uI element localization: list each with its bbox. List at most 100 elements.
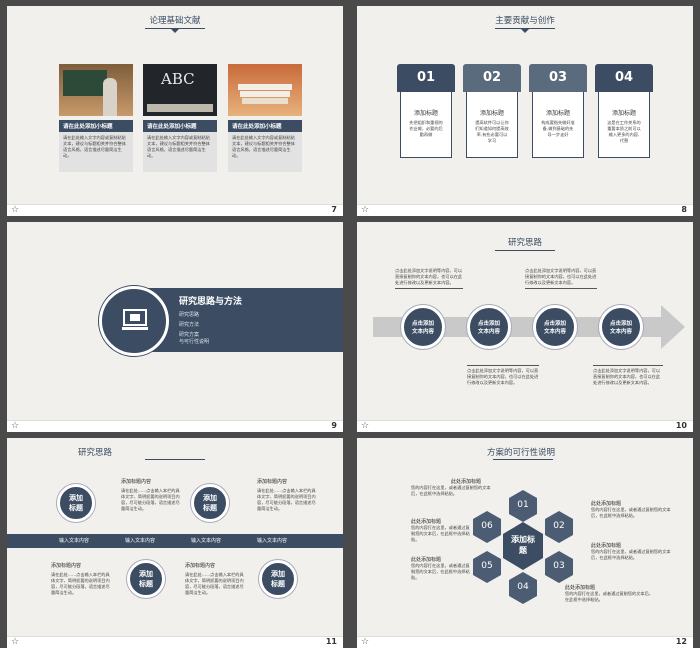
- block-heading: 添加标题内容: [185, 563, 216, 569]
- slide-number: 12: [675, 637, 687, 646]
- text-block: 添加标题内容 请在此处……点击输入本栏的具体文字，简明扼要的说明项目内容，尽可能…: [185, 562, 247, 596]
- label-block: 此处添加标题 您的内容打在这里，或者通过复制您的文本后，在此框中选择粘贴。: [411, 556, 471, 581]
- text-block: 添加标题内容 请在此处……点击输入本栏的具体文字，简明扼要的说明项目内容，尽可能…: [257, 478, 319, 512]
- col-body: 先把组织和重视的作业做，必要的后勤再做: [409, 120, 443, 137]
- label-body: 您的内容打在这里，或者通过复制您的文本后，在此框中选择粘贴。: [565, 591, 653, 602]
- col-number: 02: [463, 64, 521, 92]
- slide-8[interactable]: 主要贡献与创作 01 添加标题 先把组织和重视的作业做，必要的后勤再做 02 添…: [357, 6, 693, 216]
- star-icon: ☆: [361, 421, 370, 431]
- col-3: 03 添加标题 构成要指先做好准备,做到基础的先导一步走好: [529, 64, 587, 158]
- text-block: 添加标题内容 请在此处……点击输入本栏的具体文字，简明扼要的说明项目内容，尽可能…: [51, 562, 113, 596]
- section-item: 研究方案: [179, 332, 200, 338]
- star-icon: ☆: [361, 205, 370, 215]
- slide-title: 研究思路: [507, 238, 542, 248]
- slide-footer: ☆ 8: [357, 204, 693, 216]
- note-text: 点击此处添加文字说明等内容，可以直接复制你的文本内容，也可以在此处进行修改以及更…: [467, 368, 539, 385]
- hex-label: 06: [481, 521, 493, 531]
- section-banner: [135, 288, 343, 352]
- label-body: 您的内容打在这里，或者通过复制您的文本后，在此框中选择粘贴。: [411, 525, 470, 542]
- slide-number: 8: [681, 205, 687, 214]
- label-heading: 此处添加标题: [411, 557, 442, 563]
- title-caret-icon: [171, 29, 179, 33]
- col-number: 01: [397, 64, 455, 92]
- card-body: 请在此处输入文字内容或复制粘贴文本，建议与标题相关并符合整体语言风格，语言描述尽…: [147, 135, 210, 158]
- label-body: 您的内容打在这里，或者通过复制您的文本后，在此框中选择粘贴。: [591, 507, 671, 518]
- label-block: 此处添加标题 您的内容打在这里，或者通过复制您的文本后，在此框中选择粘贴。: [411, 478, 491, 497]
- block-heading: 添加标题内容: [121, 479, 152, 485]
- hex-label: 02: [553, 521, 565, 531]
- label-body: 您的内容打在这里，或者通过复制您的文本后，在此框中选择粘贴。: [411, 563, 470, 580]
- star-icon: ☆: [11, 637, 20, 647]
- step-circle: 点击添加文本内容: [533, 305, 577, 349]
- slide-number: 9: [331, 421, 337, 430]
- section-icon-circle: [99, 286, 169, 356]
- slide-number: 11: [325, 637, 337, 646]
- col-4: 04 添加标题 这是在工作关系的重要本质之前可以输入更多的内容,代替: [595, 64, 653, 158]
- hex-label: 04: [517, 582, 529, 592]
- label-block: 此处添加标题 您的内容打在这里，或者通过复制您的文本后，在此框中选择粘贴。: [411, 518, 471, 543]
- chalkboard-photo: ABC: [143, 64, 217, 116]
- col-box: 添加标题 先把组织和重视的作业做，必要的后勤再做: [400, 92, 452, 158]
- center-hex: [503, 522, 543, 570]
- block-body: 请在此处……点击输入本栏的具体文字，简明扼要的说明项目内容，尽可能分段落，语言描…: [51, 572, 110, 595]
- label-body: 您的内容打在这里，或者通过复制您的文本后，在此框中选择粘贴。: [411, 485, 491, 496]
- title-caret-icon: [521, 29, 529, 33]
- label-heading: 此处添加标题: [591, 543, 622, 549]
- col-body: 构成要指先做好准备,做到基础的先导一步走好: [541, 120, 575, 137]
- slide-12[interactable]: 方案的可行性说明 添加标题 01 02 03 04 05 06 此处添加标题 您…: [357, 438, 693, 648]
- slide-title: 研究思路: [77, 448, 112, 458]
- col-heading: 添加标题: [479, 110, 504, 117]
- section-item: 研究方法: [179, 322, 200, 328]
- hex-05: [473, 551, 501, 583]
- card-1: 请在此处添加小标题 请在此处输入文字内容或复制粘贴文本，建议与标题相关并符合整体…: [59, 120, 133, 172]
- card-3: 请在此处添加小标题 请在此处输入文字内容或复制粘贴文本，建议与标题相关并符合整体…: [228, 120, 302, 172]
- slide-title: 方案的可行性说明: [486, 448, 555, 458]
- label-heading: 此处添加标题: [451, 479, 482, 485]
- hex-label: 01: [517, 500, 529, 510]
- card-body: 请在此处输入文字内容或复制粘贴文本，建议与标题相关并符合整体语言风格，语言描述尽…: [232, 135, 295, 158]
- block-heading: 添加标题内容: [51, 563, 82, 569]
- title-underline: [495, 27, 555, 29]
- col-box: 添加标题 这是在工作关系的重要本质之前可以输入更多的内容,代替: [598, 92, 650, 158]
- label-heading: 此处添加标题: [411, 519, 442, 525]
- note-line: [395, 288, 463, 289]
- card-heading: 请在此处添加小标题: [143, 120, 217, 132]
- note-text: 点击此处添加文字说明等内容，可以直接复制你的文本内容，也可以在此处进行修改以及更…: [593, 368, 661, 385]
- title-underline: [493, 459, 553, 460]
- block-body: 请在此处……点击输入本栏的具体文字，简明扼要的说明项目内容，尽可能分段落，语言描…: [257, 488, 316, 511]
- slide-11[interactable]: 研究思路 输入文本内容 输入文本内容 输入文本内容 输入文本内容 添加标题 添加…: [7, 438, 343, 648]
- hex-03: [545, 551, 573, 583]
- hex-01: [509, 490, 537, 522]
- star-icon: ☆: [361, 637, 370, 647]
- slide-number: 7: [331, 205, 337, 214]
- step-circle: 添加标题: [259, 560, 297, 598]
- title-underline: [145, 459, 205, 460]
- hex-04: [509, 572, 537, 604]
- col-heading: 添加标题: [611, 110, 636, 117]
- star-icon: ☆: [11, 421, 20, 431]
- arrow-shaft: [373, 317, 663, 337]
- section-title: 研究思路与方法: [179, 297, 243, 307]
- hex-diagram: [473, 490, 573, 604]
- timeline-bar: [7, 534, 343, 548]
- slide-footer: ☆ 9: [7, 420, 343, 432]
- slide-title: 论理基础文献: [149, 16, 201, 26]
- slide-9[interactable]: 研究思路与方法 研究思路 研究方法 研究方案 与可行性说明 ☆ 9: [7, 222, 343, 432]
- center-label: 添加标题: [511, 535, 535, 555]
- step-circle: 添加标题: [127, 560, 165, 598]
- card-body: 请在此处输入文字内容或复制粘贴文本，建议与标题相关并符合整体语言风格，语言描述尽…: [63, 135, 126, 158]
- slide-10[interactable]: 研究思路 点击添加文本内容 点击添加文本内容 点击添加文本内容 点击添加文本内容…: [357, 222, 693, 432]
- hex-label: 05: [481, 561, 493, 571]
- col-1: 01 添加标题 先把组织和重视的作业做，必要的后勤再做: [397, 64, 455, 158]
- step-circle: 点击添加文本内容: [401, 305, 445, 349]
- block-body: 请在此处……点击输入本栏的具体文字，简明扼要的说明项目内容，尽可能分段落，语言描…: [121, 488, 180, 511]
- section-item: 与可行性说明: [179, 339, 210, 345]
- slide-7[interactable]: 论理基础文献 ABC 请在此处添加小标题 请在此处输入文字内容或复制粘贴文本，建…: [7, 6, 343, 216]
- col-body: 这是在工作关系的重要本质之前可以输入更多的内容,代替: [607, 120, 641, 143]
- card-heading: 请在此处添加小标题: [59, 120, 133, 132]
- label-heading: 此处添加标题: [591, 501, 622, 507]
- note-text: 点击此处添加文字说明等内容，可以直接复制你的文本内容，也可以在此处进行修改以及更…: [395, 268, 463, 285]
- arrow-head-icon: [661, 305, 685, 349]
- step-circle: 点击添加文本内容: [467, 305, 511, 349]
- col-number: 03: [529, 64, 587, 92]
